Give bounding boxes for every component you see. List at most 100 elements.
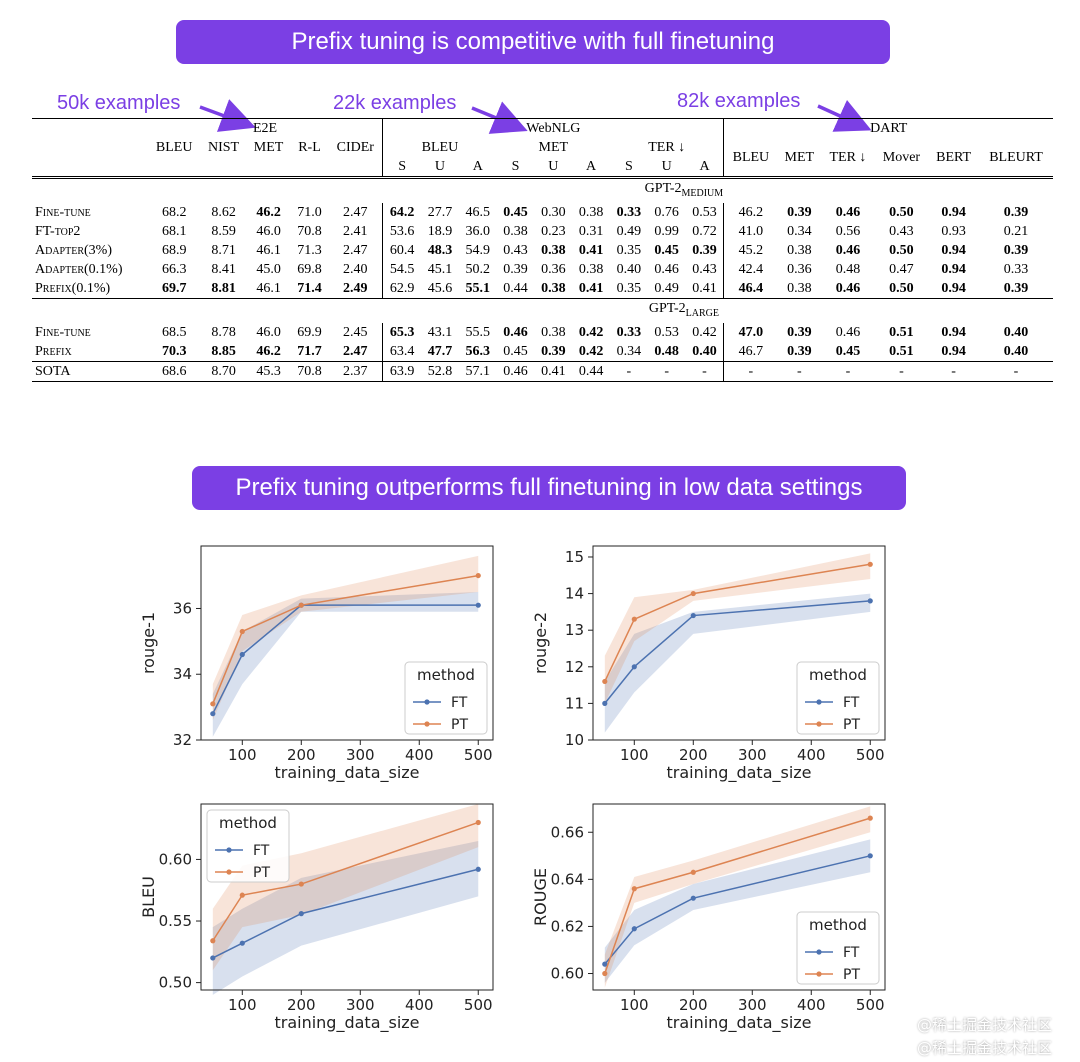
table-cell: 0.39 <box>787 324 812 340</box>
sub-header: S <box>624 159 633 174</box>
legend-marker-pt <box>424 721 430 727</box>
col-header: MET <box>253 140 284 155</box>
data-point-ft <box>867 598 873 604</box>
results-table: E2E WebNLG DART BLEU NIST MET R-L CIDEr … <box>32 118 1053 382</box>
legend-title: method <box>809 916 867 934</box>
chart-rouge1: 100 200 300 400 500 32 34 36 training_data_size r… <box>140 545 494 783</box>
table-row: Fine-tune 68.5 8.78 46.0 69.9 2.45 65.3 43.1 55.… <box>32 322 1053 342</box>
data-point-pt <box>475 572 481 579</box>
table-cell: 0.43 <box>692 261 717 277</box>
col-header: CIDEr <box>336 140 374 155</box>
table-cell: - <box>723 360 778 382</box>
table-cell: 69.7 <box>161 280 187 296</box>
table-cell: 0.38 <box>541 324 566 340</box>
row-label: SOTA <box>32 360 148 382</box>
table-cell: 2.40 <box>343 261 368 277</box>
data-point-pt <box>631 886 637 892</box>
legend-label-pt: PT <box>451 717 468 733</box>
y-tick-label: 0.60 <box>159 850 192 868</box>
data-point-pt <box>239 892 245 898</box>
ci-band-pt <box>604 806 871 988</box>
table-cell: 0.50 <box>889 280 914 296</box>
table-cell: 52.8 <box>421 360 459 382</box>
table-cell: 45.0 <box>256 261 281 277</box>
y-tick-label: 15 <box>565 548 584 566</box>
data-point-pt <box>602 970 608 977</box>
y-tick-label: 0.60 <box>551 965 584 983</box>
table-cell: 0.39 <box>1003 204 1029 220</box>
table-cell: 46.5 <box>465 204 491 220</box>
table-cell: 55.1 <box>465 280 491 296</box>
row-label: FT-top2 <box>35 223 81 239</box>
y-tick-label: 0.50 <box>159 974 192 992</box>
table-cell: 45.1 <box>427 261 453 277</box>
x-axis-label: training_data_size <box>274 1013 419 1033</box>
table-cell: 0.94 <box>941 204 966 220</box>
row-label: Fine-tune <box>35 324 91 340</box>
data-point-ft <box>631 664 637 670</box>
y-tick-label: 32 <box>173 731 192 749</box>
table-cell: 0.42 <box>578 324 604 340</box>
table-cell: 46.1 <box>256 242 281 258</box>
table-cell: 2.47 <box>343 242 368 258</box>
table-cell: 0.40 <box>1003 343 1029 359</box>
table-cell: 69.9 <box>297 324 322 340</box>
chart-rouge: 100 200 300 400 500 0.60 0.62 0.64 0.66 training_… <box>532 803 886 1033</box>
table-cell: 60.4 <box>382 240 422 260</box>
data-point-ft <box>475 602 481 608</box>
x-tick-label: 400 <box>797 996 826 1014</box>
group-e2e: E2E <box>147 118 383 138</box>
sub-header: A <box>586 159 597 174</box>
table-cell: 0.41 <box>578 242 604 258</box>
table-cell: 65.3 <box>382 322 422 342</box>
table-cell: 0.49 <box>616 223 642 239</box>
header-metric-row: BLEU NIST MET R-L CIDEr BLEU MET TER ↓ B… <box>32 138 1053 178</box>
chart-bleu: 100 200 300 400 500 0.50 0.55 0.60 training_data… <box>140 803 494 1033</box>
table-cell: 0.34 <box>616 343 642 359</box>
table-cell: 8.62 <box>211 204 236 220</box>
x-tick-label: 400 <box>797 746 826 764</box>
table-cell: 8.78 <box>211 324 236 340</box>
table-cell: 71.4 <box>297 280 322 296</box>
x-tick-label: 300 <box>738 746 767 764</box>
table-cell: 41.0 <box>723 221 778 241</box>
data-point-ft <box>867 853 873 859</box>
table-cell: 0.39 <box>1003 280 1029 296</box>
data-point-ft <box>602 700 608 706</box>
legend: method FT PT <box>796 661 880 735</box>
col-header: BLEU <box>382 138 497 157</box>
table-cell: 0.49 <box>654 280 679 296</box>
table-cell: 0.40 <box>616 261 642 277</box>
row-label: Adapter(3%) <box>35 242 112 258</box>
x-tick-label: 400 <box>405 746 434 764</box>
legend-marker-ft <box>424 699 430 705</box>
row-label: Fine-tune <box>35 204 91 220</box>
y-tick-label: 0.62 <box>551 917 584 935</box>
legend-box <box>404 661 488 735</box>
y-tick-label: 34 <box>173 665 192 683</box>
table-cell: 50.2 <box>465 261 491 277</box>
table-cell: 45.3 <box>246 360 291 382</box>
sub-header: A <box>472 159 483 174</box>
legend-marker-ft <box>816 949 822 955</box>
legend-label-ft: FT <box>843 695 860 711</box>
x-tick-label: 100 <box>620 996 649 1014</box>
table-cell: 46.2 <box>256 204 281 220</box>
y-tick-label: 10 <box>565 731 584 749</box>
section-label-medium: GPT-2MEDIUM <box>147 175 1053 203</box>
table-cell: 68.5 <box>161 324 187 340</box>
chart-rouge2: 100 200 300 400 500 10 11 12 13 14 15 training_data… <box>532 545 886 783</box>
table-cell: 2.49 <box>343 280 368 296</box>
table-cell: 0.46 <box>835 242 861 258</box>
section-medium: GPT-2MEDIUM <box>32 175 1053 203</box>
y-tick-label: 0.66 <box>551 823 584 841</box>
table-cell: 68.2 <box>161 204 187 220</box>
table-cell: 0.99 <box>654 223 679 239</box>
data-point-pt <box>298 602 304 608</box>
table-cell: 0.93 <box>941 223 966 239</box>
y-tick-label: 12 <box>565 658 584 676</box>
ci-band-ft <box>604 593 871 733</box>
x-tick-label: 300 <box>346 746 375 764</box>
table-cell: 57.1 <box>458 360 497 382</box>
table-cell: 0.45 <box>835 343 861 359</box>
